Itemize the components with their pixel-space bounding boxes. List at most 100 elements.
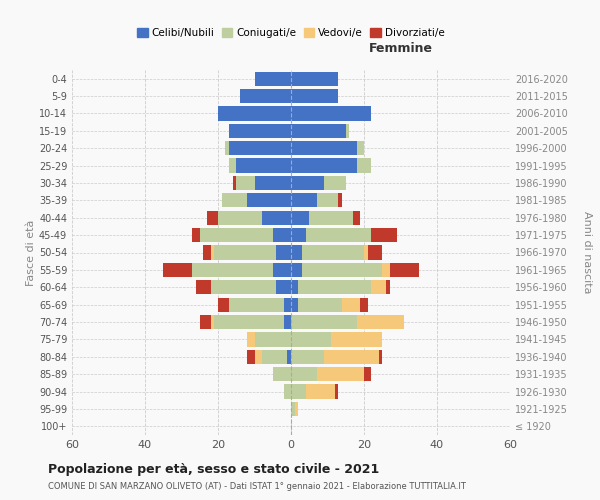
Bar [277, 280, 291, 294]
Bar [284, 315, 291, 329]
Bar [298, 280, 371, 294]
Bar [346, 124, 349, 138]
Bar [291, 280, 298, 294]
Bar [200, 315, 211, 329]
Bar [291, 89, 338, 103]
Bar [386, 280, 389, 294]
Bar [284, 384, 291, 398]
Bar [361, 298, 368, 312]
Bar [305, 384, 335, 398]
Bar [247, 193, 291, 208]
Text: Popolazione per età, sesso e stato civile - 2021: Popolazione per età, sesso e stato civil… [48, 462, 379, 475]
Bar [203, 246, 211, 260]
Bar [254, 72, 291, 86]
Bar [247, 332, 254, 346]
Bar [211, 280, 277, 294]
Bar [317, 367, 364, 382]
Bar [200, 228, 273, 242]
Bar [291, 315, 356, 329]
Bar [353, 210, 361, 225]
Bar [262, 210, 291, 225]
Bar [291, 72, 338, 86]
Bar [218, 106, 291, 120]
Bar [254, 350, 262, 364]
Bar [305, 228, 371, 242]
Bar [214, 315, 284, 329]
Bar [193, 228, 200, 242]
Bar [254, 332, 291, 346]
Bar [356, 315, 404, 329]
Bar [364, 246, 368, 260]
Bar [389, 263, 419, 277]
Bar [211, 315, 214, 329]
Bar [196, 280, 211, 294]
Bar [291, 124, 346, 138]
Bar [331, 332, 382, 346]
Bar [291, 228, 305, 242]
Bar [291, 350, 324, 364]
Bar [233, 176, 236, 190]
Bar [324, 350, 379, 364]
Legend: Celibi/Nubili, Coniugati/e, Vedovi/e, Divorziati/e: Celibi/Nubili, Coniugati/e, Vedovi/e, Di… [133, 24, 449, 42]
Bar [298, 298, 342, 312]
Bar [324, 176, 346, 190]
Bar [229, 141, 291, 156]
Bar [284, 298, 291, 312]
Bar [302, 263, 382, 277]
Bar [291, 210, 309, 225]
Y-axis label: Fasce di età: Fasce di età [26, 220, 36, 286]
Bar [291, 263, 302, 277]
Bar [254, 176, 291, 190]
Bar [364, 367, 371, 382]
Bar [291, 402, 295, 416]
Y-axis label: Anni di nascita: Anni di nascita [581, 211, 592, 294]
Bar [291, 384, 305, 398]
Bar [229, 298, 284, 312]
Bar [221, 193, 247, 208]
Text: COMUNE DI SAN MARZANO OLIVETO (AT) - Dati ISTAT 1° gennaio 2021 - Elaborazione T: COMUNE DI SAN MARZANO OLIVETO (AT) - Dat… [48, 482, 466, 491]
Bar [218, 210, 262, 225]
Bar [287, 350, 291, 364]
Bar [302, 246, 364, 260]
Bar [335, 384, 338, 398]
Bar [291, 141, 356, 156]
Bar [273, 263, 291, 277]
Bar [291, 332, 331, 346]
Bar [317, 193, 338, 208]
Bar [382, 263, 389, 277]
Bar [338, 193, 342, 208]
Bar [291, 193, 317, 208]
Bar [309, 210, 353, 225]
Bar [273, 228, 291, 242]
Bar [291, 106, 371, 120]
Bar [368, 246, 382, 260]
Bar [211, 246, 214, 260]
Bar [236, 158, 291, 172]
Bar [218, 298, 229, 312]
Bar [356, 158, 371, 172]
Bar [291, 367, 317, 382]
Bar [207, 210, 218, 225]
Bar [247, 350, 254, 364]
Bar [240, 89, 291, 103]
Bar [295, 402, 298, 416]
Bar [262, 350, 287, 364]
Text: Femmine: Femmine [368, 42, 433, 56]
Bar [229, 158, 236, 172]
Bar [163, 263, 193, 277]
Bar [229, 124, 291, 138]
Bar [342, 298, 361, 312]
Bar [291, 298, 298, 312]
Bar [193, 263, 273, 277]
Bar [226, 141, 229, 156]
Bar [273, 367, 291, 382]
Bar [277, 246, 291, 260]
Bar [371, 228, 397, 242]
Bar [379, 350, 382, 364]
Bar [291, 176, 324, 190]
Bar [214, 246, 277, 260]
Bar [236, 176, 254, 190]
Bar [291, 158, 356, 172]
Bar [291, 246, 302, 260]
Bar [356, 141, 364, 156]
